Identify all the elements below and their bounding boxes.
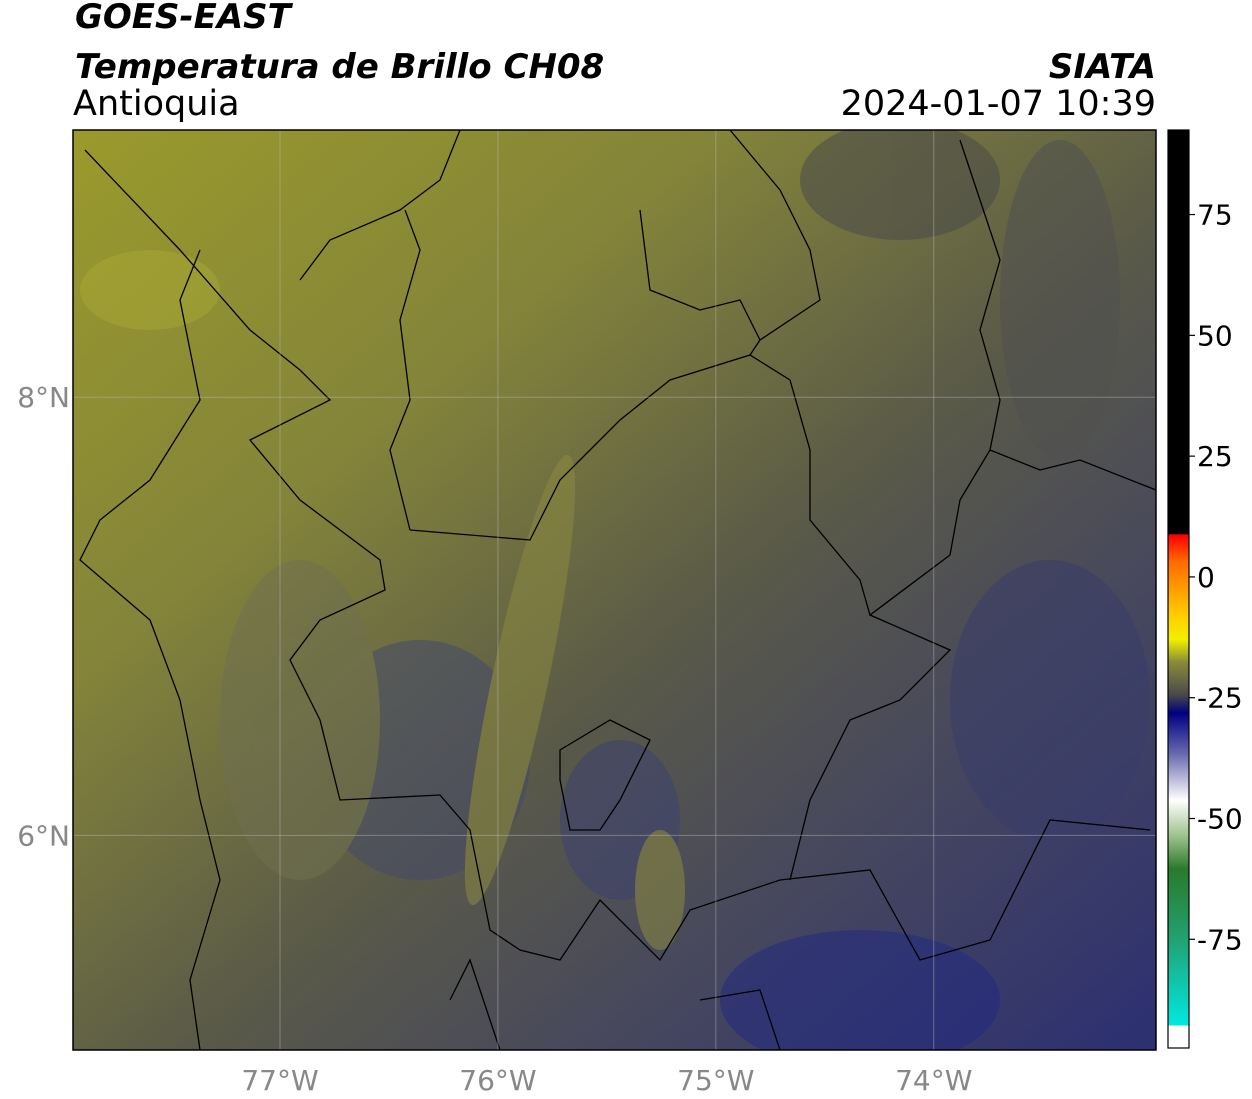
colorbar: [1167, 129, 1190, 1049]
cloud-patterns: [80, 130, 1150, 1050]
x-tick-label: 77°W: [241, 1064, 318, 1097]
colorbar-tick-label: 75: [1197, 199, 1233, 232]
datetime-label: 2024-01-07 10:39: [841, 84, 1156, 124]
y-tick-label: 6°N: [17, 819, 70, 852]
colorbar-tick-label: -75: [1197, 923, 1243, 956]
region-label: Antioquia: [73, 84, 240, 124]
colorbar-tick-label: 50: [1197, 319, 1233, 352]
y-tick-label: 8°N: [17, 381, 70, 414]
map-frame: [72, 129, 1157, 1051]
product-title: Temperatura de Brillo CH08: [75, 47, 604, 87]
map-area: [73, 130, 1156, 1050]
colorbar-tick-label: -50: [1197, 803, 1243, 836]
source-label: SIATA: [1049, 47, 1156, 87]
colorbar-tick-label: 0: [1197, 561, 1215, 594]
x-tick-label: 75°W: [677, 1064, 754, 1097]
x-tick-label: 76°W: [459, 1064, 536, 1097]
colorbar-tick-label: -25: [1197, 682, 1243, 715]
grid: [73, 130, 1156, 1050]
borders: [79, 130, 1156, 1050]
colorbar-tick-label: 25: [1197, 440, 1233, 473]
x-tick-label: 74°W: [895, 1064, 972, 1097]
satellite-title: GOES-EAST: [75, 0, 294, 37]
